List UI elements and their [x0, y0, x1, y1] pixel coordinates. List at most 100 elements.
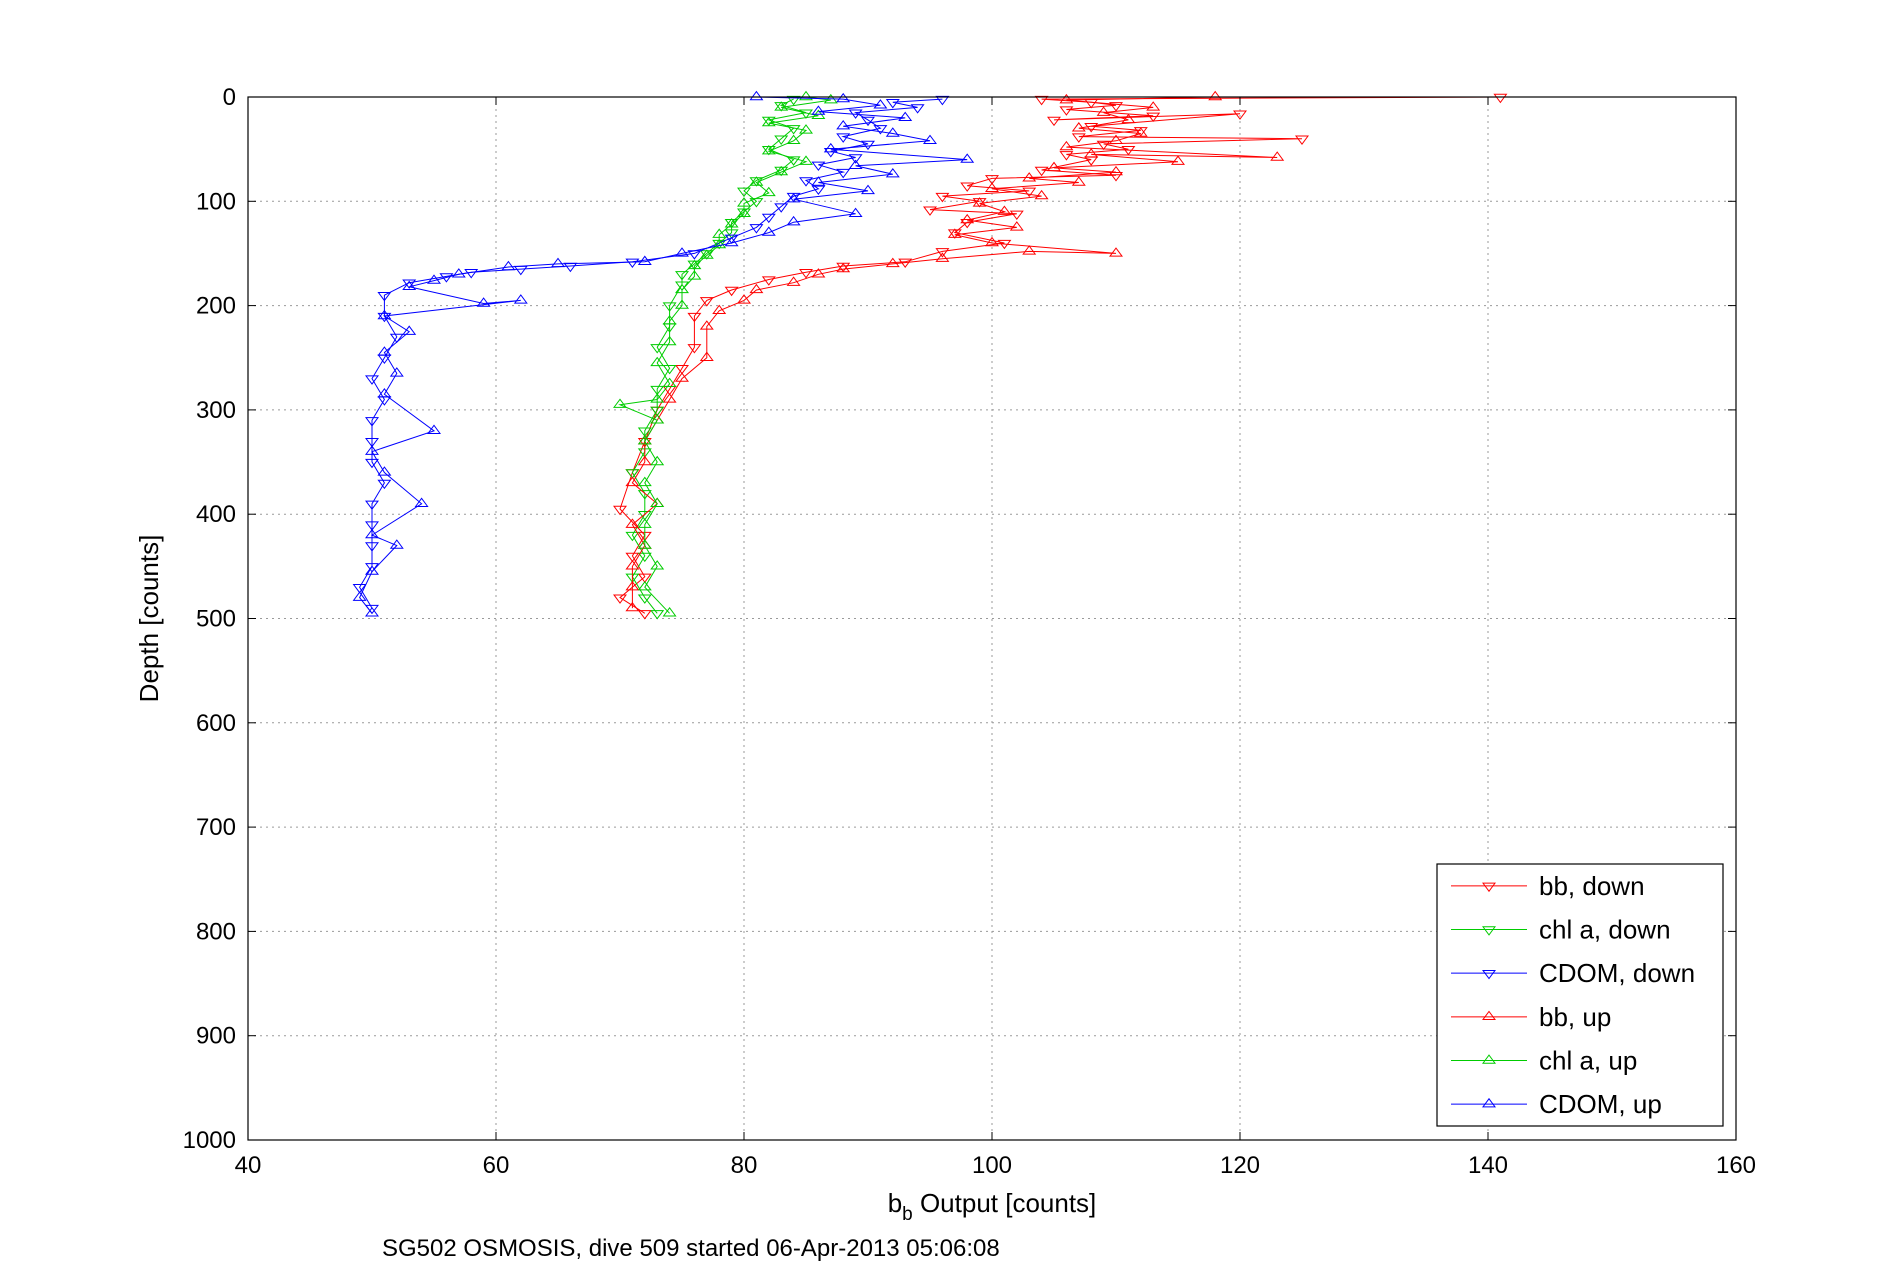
y-tick-label: 900	[196, 1023, 236, 1050]
data-point	[377, 388, 392, 398]
data-point	[1071, 122, 1086, 132]
y-tick-label: 600	[196, 710, 236, 737]
data-point	[786, 192, 801, 203]
data-point	[898, 111, 913, 122]
data-point	[1121, 113, 1136, 124]
data-point	[836, 168, 851, 179]
x-axis-label-rest: Output [counts]	[913, 1188, 1097, 1218]
data-point	[551, 257, 565, 268]
data-point	[613, 594, 627, 604]
data-point	[761, 213, 776, 224]
data-point	[836, 92, 851, 103]
data-point	[811, 161, 826, 172]
data-point	[365, 563, 379, 573]
y-tick-label: 400	[196, 501, 236, 528]
series-line	[631, 96, 1278, 609]
legend-swatch-marker	[1482, 1054, 1496, 1064]
data-point	[637, 255, 652, 265]
data-point	[1047, 116, 1061, 127]
data-point	[365, 528, 379, 539]
data-point	[377, 309, 392, 320]
data-point	[960, 182, 975, 192]
data-point	[637, 594, 652, 604]
data-point	[675, 372, 689, 382]
data-point	[774, 203, 789, 213]
y-tick-label: 700	[196, 814, 236, 841]
data-point	[637, 580, 652, 591]
data-point	[650, 414, 665, 424]
data-point	[786, 215, 801, 226]
data-point	[724, 218, 739, 228]
data-point	[476, 297, 491, 307]
data-point	[650, 497, 665, 507]
data-point	[972, 197, 987, 207]
data-point	[761, 276, 776, 286]
data-point	[724, 229, 739, 239]
data-point	[1096, 106, 1111, 116]
data-point	[625, 469, 640, 479]
y-tick-label: 200	[196, 293, 236, 320]
y-tick-label: 500	[196, 606, 236, 633]
x-tick-label: 120	[1220, 1152, 1260, 1179]
y-tick-label: 800	[196, 918, 236, 945]
data-point	[823, 148, 838, 158]
data-point	[712, 238, 727, 249]
data-point	[637, 427, 652, 438]
data-point	[637, 511, 652, 521]
data-point	[650, 385, 665, 396]
data-point	[836, 262, 851, 273]
data-point	[712, 304, 727, 315]
y-tick-label: 100	[196, 188, 236, 215]
data-point	[923, 206, 937, 216]
data-point	[613, 398, 627, 408]
data-point	[1047, 161, 1061, 172]
data-point	[885, 127, 900, 137]
data-point	[1270, 151, 1285, 161]
data-point	[799, 90, 813, 101]
series-line	[618, 96, 831, 614]
data-point	[1133, 127, 1148, 137]
data-point	[365, 375, 379, 385]
data-point	[365, 604, 379, 615]
data-point	[389, 333, 404, 344]
series-line	[619, 96, 1501, 614]
data-point	[513, 265, 528, 276]
data-point	[650, 497, 665, 507]
y-tick-label: 1000	[183, 1127, 236, 1154]
data-point	[761, 186, 776, 197]
data-point	[724, 236, 739, 247]
x-tick-label: 80	[731, 1152, 758, 1179]
x-ticks: 40 60 80 100 120 140 160	[235, 97, 1756, 1179]
data-point	[637, 455, 652, 466]
legend-box	[1436, 863, 1724, 1127]
data-point	[985, 182, 999, 192]
series-0	[613, 93, 1508, 620]
data-point	[650, 455, 665, 466]
data-point	[687, 270, 702, 280]
data-point	[761, 226, 776, 236]
data-point	[637, 490, 652, 500]
data-point	[637, 610, 652, 620]
data-point	[402, 279, 417, 289]
data-point	[625, 560, 640, 570]
data-point	[427, 274, 441, 284]
y-axis-label: Depth [counts]	[134, 535, 164, 703]
data-point	[1071, 133, 1086, 143]
legend-item: chl a, down	[1451, 915, 1671, 945]
data-point	[662, 302, 677, 312]
data-point	[365, 437, 379, 448]
data-point	[637, 434, 652, 445]
data-point	[997, 205, 1012, 215]
data-point	[1096, 140, 1111, 151]
data-point	[389, 367, 404, 377]
data-point	[637, 552, 652, 563]
data-point	[1034, 166, 1049, 177]
data-point	[687, 312, 702, 323]
x-axis-label-main: b	[888, 1188, 902, 1218]
data-point	[650, 560, 665, 570]
data-point	[1084, 99, 1099, 109]
data-point	[1295, 135, 1309, 145]
data-point	[675, 299, 689, 309]
series-2	[352, 95, 950, 615]
